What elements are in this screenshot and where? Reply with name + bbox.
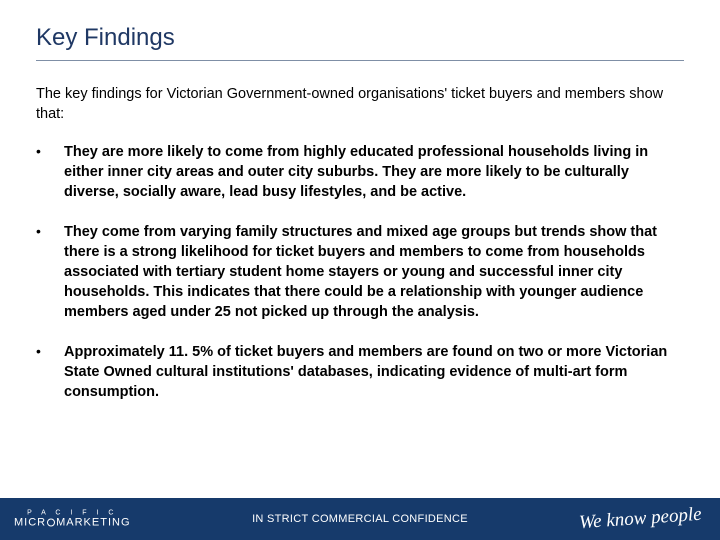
list-item: • They are more likely to come from high… [36, 142, 684, 202]
brand-top-text: P A C I F I C [14, 510, 131, 517]
intro-paragraph: The key findings for Victorian Governmen… [36, 85, 684, 124]
title-underline [36, 60, 684, 61]
bullet-marker-icon: • [36, 222, 64, 322]
page-title: Key Findings [36, 24, 684, 52]
footer-tagline: We know people [579, 504, 703, 535]
footer-bar: P A C I F I C MICR MARKETING IN STRICT CO… [0, 498, 720, 540]
bullet-text: They come from varying family structures… [64, 222, 684, 322]
brand-marketing-text: MARKETING [56, 517, 130, 529]
footer-confidentiality: IN STRICT COMMERCIAL CONFIDENCE [252, 513, 468, 525]
brand-logo: P A C I F I C MICR MARKETING [14, 510, 131, 529]
content-area: Key Findings The key findings for Victor… [0, 0, 720, 402]
brand-bottom-text: MICR MARKETING [14, 517, 131, 529]
bullet-marker-icon: • [36, 142, 64, 202]
bullet-marker-icon: • [36, 342, 64, 402]
bullet-text: They are more likely to come from highly… [64, 142, 684, 202]
list-item: • Approximately 11. 5% of ticket buyers … [36, 342, 684, 402]
brand-dot-icon [47, 519, 55, 527]
slide: Key Findings The key findings for Victor… [0, 0, 720, 540]
bullet-text: Approximately 11. 5% of ticket buyers an… [64, 342, 684, 402]
list-item: • They come from varying family structur… [36, 222, 684, 322]
bullet-list: • They are more likely to come from high… [36, 142, 684, 402]
brand-micro-text: MICR [14, 517, 46, 529]
